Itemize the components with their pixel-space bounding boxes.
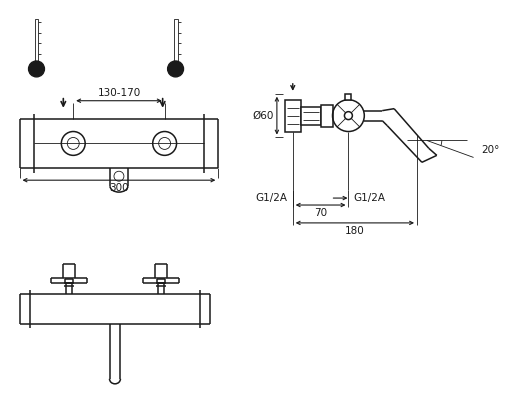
Bar [301, 107, 321, 125]
Circle shape [29, 61, 44, 77]
Bar [34, 19, 38, 61]
Text: G1/2A: G1/2A [256, 193, 288, 203]
Text: 130-170: 130-170 [97, 88, 140, 98]
Bar [345, 94, 352, 100]
Text: 300: 300 [109, 183, 129, 193]
Text: G1/2A: G1/2A [354, 193, 385, 203]
Circle shape [167, 61, 184, 77]
Bar [321, 105, 332, 126]
Bar [285, 100, 301, 131]
Bar [174, 19, 177, 61]
Text: Ø60: Ø60 [253, 111, 274, 121]
Text: 180: 180 [345, 226, 365, 236]
Text: 70: 70 [314, 208, 327, 218]
Text: 20°: 20° [482, 146, 500, 156]
